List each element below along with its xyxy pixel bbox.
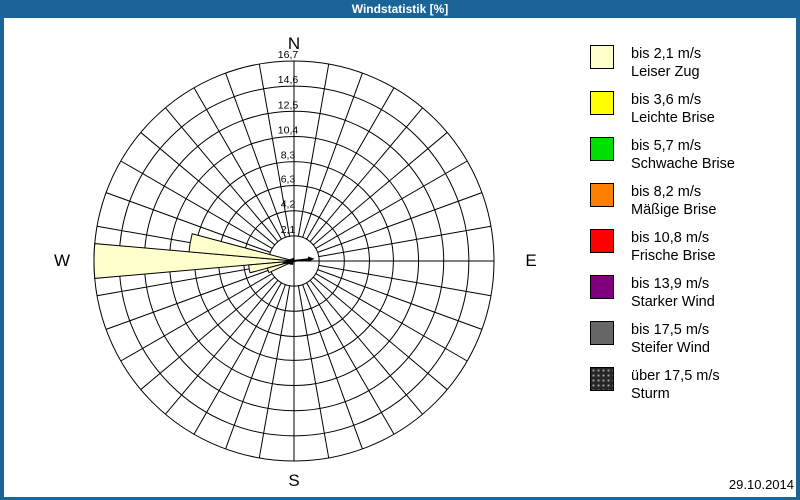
- grid-spoke: [317, 192, 483, 253]
- grid-spoke: [193, 282, 282, 435]
- grid-spoke: [96, 264, 270, 297]
- grid-spoke: [302, 72, 363, 238]
- grid-spoke: [105, 192, 271, 253]
- grid-spoke: [120, 160, 273, 249]
- legend-swatch: [590, 229, 614, 253]
- legend-class: Steifer Wind: [631, 340, 710, 356]
- grid-spoke: [309, 107, 423, 243]
- legend-class: Schwache Brise: [631, 156, 735, 172]
- ring-tick-label: 8,3: [281, 150, 296, 162]
- ring-tick-labels: 2,1 4,2 6,3 8,3 10,4 12,5 14,6 16,7: [278, 49, 299, 236]
- grid-spoke: [306, 282, 395, 435]
- legend-swatch: [590, 91, 614, 115]
- legend: bis 2,1 m/s Leiser Zug bis 3,6 m/s Leich…: [590, 45, 735, 413]
- grid-spoke: [317, 269, 483, 330]
- wind-petal: [93, 243, 295, 279]
- window-title: Windstatistik [%]: [351, 2, 449, 16]
- legend-swatch: [590, 183, 614, 207]
- ring-tick-label: 16,7: [278, 49, 299, 61]
- legend-item: bis 5,7 m/s Schwache Brise: [590, 137, 735, 183]
- legend-swatch: [590, 45, 614, 69]
- legend-speed: über 17,5 m/s: [631, 368, 720, 384]
- compass-label-north: N: [287, 34, 301, 53]
- grid-spoke: [297, 285, 330, 459]
- ring-tick-label: 2,1: [281, 224, 296, 236]
- ring-tick-label: 12,5: [278, 99, 299, 111]
- grid-spoke: [315, 160, 468, 249]
- grid-spoke: [312, 132, 448, 246]
- legend-swatch: [590, 137, 614, 161]
- grid-spoke: [193, 87, 282, 240]
- legend-class: Frische Brise: [631, 248, 716, 264]
- date-stamp: 29.10.2014: [728, 477, 794, 492]
- legend-item: über 17,5 m/s Sturm: [590, 367, 735, 413]
- legend-swatch: [590, 367, 614, 391]
- petal-series: [93, 233, 295, 279]
- wind-petal: [188, 233, 295, 262]
- grid-spoke: [306, 87, 395, 240]
- grid-spoke: [318, 225, 492, 258]
- compass-label-south: S: [288, 471, 300, 490]
- ring-tick-label: 14,6: [278, 74, 299, 86]
- legend-speed: bis 13,9 m/s: [631, 276, 710, 292]
- legend-speed: bis 5,7 m/s: [631, 138, 702, 154]
- legend-class: Leichte Brise: [631, 110, 715, 126]
- legend-speed: bis 8,2 m/s: [631, 184, 702, 200]
- grid-spoke: [315, 273, 468, 362]
- legend-speed: bis 3,6 m/s: [631, 92, 702, 108]
- legend-class: Starker Wind: [631, 294, 715, 310]
- legend-item: bis 8,2 m/s Mäßige Brise: [590, 183, 735, 229]
- legend-swatch: [590, 321, 614, 345]
- grid-spoke: [258, 63, 291, 237]
- legend-item: bis 13,9 m/s Starker Wind: [590, 275, 735, 321]
- legend-item: bis 10,8 m/s Frische Brise: [590, 229, 735, 275]
- grid-spoke: [258, 285, 291, 459]
- legend-speed: bis 2,1 m/s: [631, 46, 702, 62]
- grid-spoke: [120, 273, 273, 362]
- grid-spoke: [165, 279, 279, 415]
- legend-speed: bis 17,5 m/s: [631, 322, 710, 338]
- grid-spoke: [312, 276, 448, 390]
- legend-class: Leiser Zug: [631, 64, 700, 80]
- grid-spoke: [165, 107, 279, 243]
- ring-tick-label: 4,2: [281, 199, 296, 211]
- ring-tick-label: 6,3: [281, 174, 296, 186]
- grid-spoke: [140, 132, 276, 246]
- legend-speed: bis 10,8 m/s: [631, 230, 710, 246]
- grid-spoke: [105, 269, 271, 330]
- grid-spoke: [309, 279, 423, 415]
- legend-item: bis 17,5 m/s Steifer Wind: [590, 321, 735, 367]
- legend-item: bis 3,6 m/s Leichte Brise: [590, 91, 735, 137]
- grid-spoke: [140, 276, 276, 390]
- grid-spoke: [225, 284, 286, 450]
- compass-label-east: E: [525, 251, 537, 270]
- grid-spoke: [318, 264, 492, 297]
- polar-grid: [93, 60, 495, 462]
- mean-direction-arrow: [282, 256, 315, 265]
- legend-item: bis 2,1 m/s Leiser Zug: [590, 45, 735, 91]
- legend-class: Sturm: [631, 386, 670, 402]
- title-bar: Windstatistik [%]: [0, 0, 800, 18]
- grid-spoke: [225, 72, 286, 238]
- compass-label-west: W: [53, 251, 71, 270]
- legend-swatch: [590, 275, 614, 299]
- grid-spoke: [302, 284, 363, 450]
- ring-tick-label: 10,4: [278, 124, 299, 136]
- legend-class: Mäßige Brise: [631, 202, 717, 218]
- grid-spoke: [297, 63, 330, 237]
